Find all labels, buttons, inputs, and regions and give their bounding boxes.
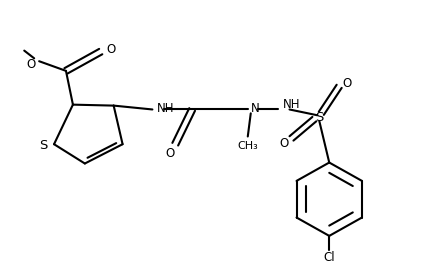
Text: S: S bbox=[39, 139, 47, 152]
Text: O: O bbox=[278, 137, 288, 150]
Text: NH: NH bbox=[282, 98, 299, 111]
Text: O: O bbox=[106, 43, 115, 56]
Text: O: O bbox=[26, 58, 36, 70]
Text: S: S bbox=[314, 111, 323, 124]
Text: Cl: Cl bbox=[322, 251, 334, 264]
Text: O: O bbox=[165, 147, 175, 160]
Text: O: O bbox=[342, 77, 351, 90]
Text: NH: NH bbox=[157, 102, 175, 115]
Text: N: N bbox=[250, 102, 259, 115]
Text: CH₃: CH₃ bbox=[237, 141, 258, 151]
